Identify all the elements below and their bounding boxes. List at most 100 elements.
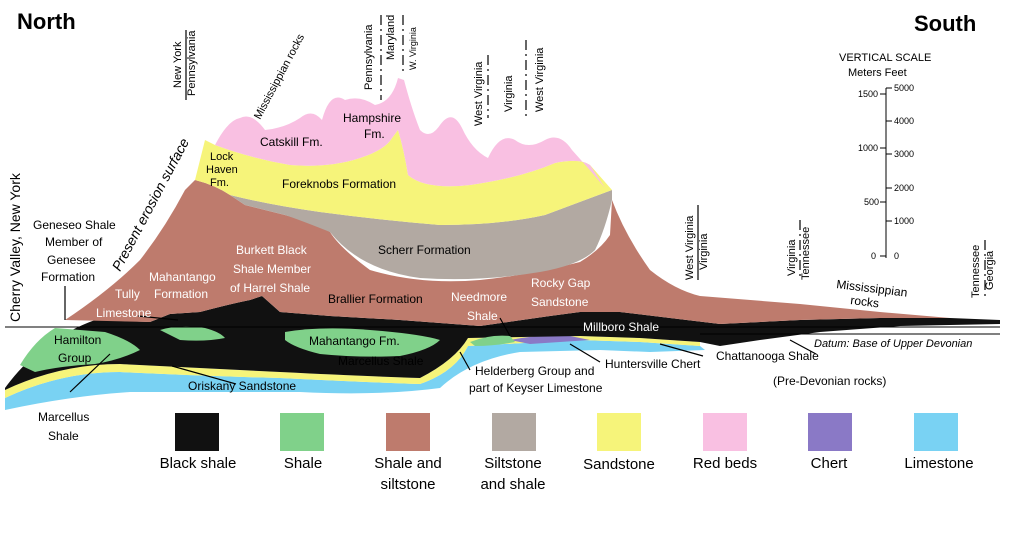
needmore-shale-unit bbox=[470, 335, 515, 346]
wv-label-south: West Virginia bbox=[684, 215, 696, 280]
scherr-unit bbox=[230, 190, 612, 280]
scale-ft-0: 0 bbox=[894, 251, 899, 261]
legend-item-shale: Shale bbox=[280, 413, 324, 472]
legend-label-sandstone-1: Sandstone bbox=[583, 456, 655, 473]
brallier-label: Brallier Formation bbox=[328, 292, 423, 306]
boundary-markers bbox=[185, 15, 986, 300]
pa-label: Pennsylvania bbox=[363, 24, 375, 90]
wv-label-mid-1: West Virginia bbox=[473, 61, 485, 126]
legend-item-limestone: Limestone bbox=[904, 413, 974, 472]
foreknobs-label: Foreknobs Formation bbox=[282, 177, 396, 191]
tn-label-south: Tennessee bbox=[970, 245, 982, 298]
needmore-label-1: Needmore bbox=[451, 290, 507, 304]
burkett-label-2: Shale Member bbox=[233, 262, 311, 276]
oriskany-sandstone-unit bbox=[5, 336, 700, 398]
legend-item-chert: Chert bbox=[808, 413, 852, 472]
mahantango-fm-label: Mahantango Fm. bbox=[309, 334, 400, 348]
legend: Black shale Shale Shale and siltstone Si… bbox=[160, 413, 974, 493]
va-label-south: Virginia bbox=[698, 233, 710, 270]
red-beds-unit bbox=[215, 78, 605, 188]
marcellus-label-1: Marcellus bbox=[38, 410, 89, 424]
legend-item-siltstone-shale: Siltstone and shale bbox=[480, 413, 546, 493]
north-heading: North bbox=[17, 9, 76, 34]
hamilton-label-1: Hamilton bbox=[54, 333, 101, 347]
limestone-unit bbox=[5, 340, 705, 410]
legend-label-chert-1: Chert bbox=[811, 455, 849, 472]
catskill-label: Catskill Fm. bbox=[260, 135, 323, 149]
hampshire-label-1: Hampshire bbox=[343, 111, 401, 125]
vertical-scale bbox=[880, 87, 892, 258]
rocky-gap-label-2: Sandstone bbox=[531, 295, 589, 309]
tully-label-2: Limestone bbox=[96, 306, 152, 320]
legend-swatch-sandstone bbox=[597, 413, 641, 451]
lock-haven-label-3: Fm. bbox=[210, 177, 229, 189]
mahantango-label-1: Mahantango bbox=[149, 270, 216, 284]
scale-title: VERTICAL SCALE bbox=[839, 52, 931, 64]
scale-ft-4000: 4000 bbox=[894, 116, 914, 126]
scale-ft-1000: 1000 bbox=[894, 216, 914, 226]
legend-swatch-chert bbox=[808, 413, 852, 451]
scale-m-500: 500 bbox=[864, 197, 879, 207]
legend-label-shale-siltstone-1: Shale and bbox=[374, 455, 442, 472]
foreknobs-unit bbox=[195, 130, 612, 225]
scale-m-1500: 1500 bbox=[858, 89, 878, 99]
pa-label-north: Pennsylvania bbox=[186, 30, 198, 96]
south-heading: South bbox=[914, 11, 976, 36]
brallier-unit bbox=[65, 180, 950, 326]
marcellus-label-2: Shale bbox=[48, 429, 79, 443]
burkett-label-3: of Harrel Shale bbox=[230, 281, 310, 295]
mahantango-shale-lens bbox=[160, 326, 225, 341]
legend-label-siltstone-shale-1: Siltstone bbox=[484, 455, 542, 472]
wv-label-mid-2: West Virginia bbox=[534, 47, 546, 112]
huntersville-chert-unit bbox=[510, 335, 590, 344]
wv-label-north: W. Virginia bbox=[408, 27, 418, 70]
lock-haven-label-1: Lock bbox=[210, 151, 234, 163]
legend-item-red-beds: Red beds bbox=[693, 413, 757, 472]
chattanooga-label: Chattanooga Shale bbox=[716, 349, 819, 363]
location-label: Cherry Valley, New York bbox=[7, 172, 23, 322]
legend-swatch-limestone bbox=[914, 413, 958, 451]
scale-units: Meters Feet bbox=[848, 67, 907, 79]
hamilton-label-2: Group bbox=[58, 351, 92, 365]
geneseo-label-3: Genesee bbox=[47, 253, 96, 267]
needmore-label-2: Shale bbox=[467, 309, 498, 323]
scale-m-1000: 1000 bbox=[858, 143, 878, 153]
legend-label-red-beds-1: Red beds bbox=[693, 455, 757, 472]
geneseo-label-1: Geneseo Shale bbox=[33, 218, 116, 232]
mississippian-rocks-top: Mississippian rocks bbox=[252, 32, 307, 122]
ga-label: Georgia bbox=[984, 250, 996, 290]
millboro-label: Millboro Shale bbox=[583, 320, 659, 334]
ny-label: New York bbox=[172, 41, 184, 88]
hampshire-label-2: Fm. bbox=[364, 127, 385, 141]
oriskany-label: Oriskany Sandstone bbox=[188, 379, 296, 393]
legend-swatch-black-shale bbox=[175, 413, 219, 451]
burkett-label-1: Burkett Black bbox=[236, 243, 308, 257]
legend-label-limestone-1: Limestone bbox=[904, 455, 973, 472]
huntersville-label: Huntersville Chert bbox=[605, 357, 701, 371]
geneseo-label-2: Member of bbox=[45, 235, 103, 249]
legend-item-black-shale: Black shale bbox=[160, 413, 236, 472]
legend-swatch-shale bbox=[280, 413, 324, 451]
lock-haven-label-2: Haven bbox=[206, 164, 238, 176]
leader-lines bbox=[64, 286, 817, 393]
legend-swatch-siltstone-shale bbox=[492, 413, 536, 451]
scherr-label: Scherr Formation bbox=[378, 243, 471, 257]
legend-swatch-red-beds bbox=[703, 413, 747, 451]
mahantango-shale-unit bbox=[285, 328, 440, 357]
rocky-gap-label-1: Rocky Gap bbox=[531, 276, 591, 290]
legend-item-sandstone: Sandstone bbox=[583, 413, 655, 473]
legend-label-siltstone-shale-2: and shale bbox=[480, 476, 545, 493]
marcellus-shale-label: Marcellus Shale bbox=[338, 354, 424, 368]
va-label-tn: Virginia bbox=[786, 239, 798, 276]
datum-label: Datum: Base of Upper Devonian bbox=[814, 338, 972, 350]
scale-ft-2000: 2000 bbox=[894, 183, 914, 193]
hamilton-shale-unit bbox=[20, 328, 140, 372]
scale-ft-3000: 3000 bbox=[894, 149, 914, 159]
pre-devonian-label: (Pre-Devonian rocks) bbox=[773, 374, 886, 388]
va-label-mid: Virginia bbox=[503, 75, 515, 112]
mahantango-label-2: Formation bbox=[154, 287, 208, 301]
helderberg-label-2: part of Keyser Limestone bbox=[469, 381, 603, 395]
scale-m-0: 0 bbox=[871, 251, 876, 261]
tully-label-1: Tully bbox=[115, 287, 140, 301]
